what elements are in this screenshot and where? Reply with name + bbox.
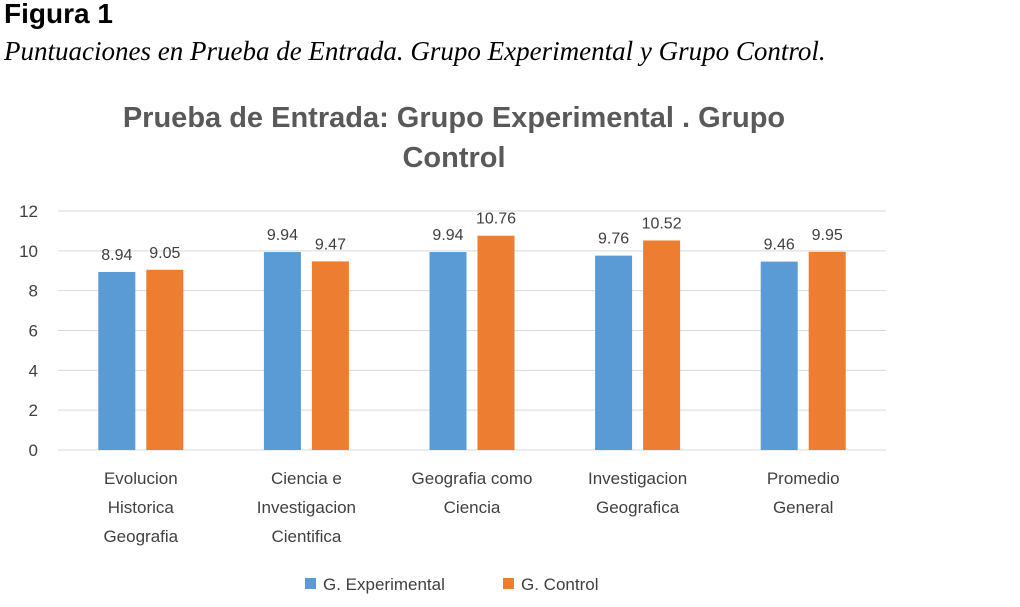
category-label: Historica — [108, 498, 175, 517]
category-label: General — [773, 498, 833, 517]
legend-swatch — [503, 578, 514, 589]
data-label: 9.94 — [267, 227, 298, 244]
y-tick-label: 0 — [29, 441, 38, 460]
bar — [311, 261, 349, 450]
y-tick-label: 4 — [29, 361, 38, 380]
legend: G. Experimental G. Control — [305, 575, 598, 594]
bar — [643, 240, 681, 450]
bar — [477, 235, 515, 450]
chart-title: Prueba de Entrada: Grupo Experimental . … — [123, 102, 785, 174]
bar — [98, 271, 136, 450]
bar — [429, 252, 467, 450]
y-tick-label: 2 — [29, 401, 38, 420]
category-label: Investigacion — [588, 469, 687, 488]
data-label: 9.47 — [315, 236, 346, 253]
data-label: 9.95 — [812, 227, 843, 244]
data-label: 9.05 — [149, 245, 180, 262]
category-label: Geografica — [596, 498, 680, 517]
data-labels: 8.94 9.05 9.94 9.47 9.94 10.76 9.76 10.52 9.46 9.… — [101, 211, 843, 264]
category-label: Evolucion — [104, 469, 178, 488]
category-label: Promedio — [767, 469, 840, 488]
x-axis-categories: Evolucion Historica Geografia Ciencia e Inve… — [103, 469, 839, 546]
bar — [760, 261, 798, 450]
data-label: 9.94 — [432, 227, 463, 244]
y-tick-label: 10 — [19, 242, 38, 261]
bar — [146, 269, 184, 450]
bar — [595, 255, 633, 450]
figure-caption: Puntuaciones en Prueba de Entrada. Grupo… — [4, 36, 826, 66]
bar — [263, 252, 301, 450]
data-label: 8.94 — [101, 247, 132, 264]
category-label: Cientifica — [271, 527, 341, 546]
legend-swatch — [305, 578, 316, 589]
category-label: Geografia — [103, 527, 178, 546]
y-tick-label: 6 — [29, 322, 38, 341]
chart-title-line: Control — [402, 142, 505, 174]
data-label: 10.76 — [476, 211, 516, 228]
legend-label: G. Control — [521, 575, 598, 594]
chart-title-line: Prueba de Entrada: Grupo Experimental . … — [123, 102, 785, 134]
data-label: 10.52 — [642, 215, 682, 232]
bar — [808, 251, 846, 450]
bars — [98, 235, 846, 450]
category-label: Geografia como — [412, 469, 533, 488]
gridlines — [58, 210, 886, 451]
legend-label: G. Experimental — [323, 575, 445, 594]
data-label: 9.46 — [764, 237, 795, 254]
category-label: Ciencia e — [271, 469, 342, 488]
y-tick-label: 12 — [19, 202, 38, 221]
y-tick-label: 8 — [29, 282, 38, 301]
y-axis-ticks: 0 2 4 6 8 10 12 — [19, 202, 38, 460]
data-label: 9.76 — [598, 231, 629, 248]
category-label: Ciencia — [444, 498, 501, 517]
category-label: Investigacion — [257, 498, 356, 517]
figure-label: Figura 1 — [4, 0, 113, 29]
